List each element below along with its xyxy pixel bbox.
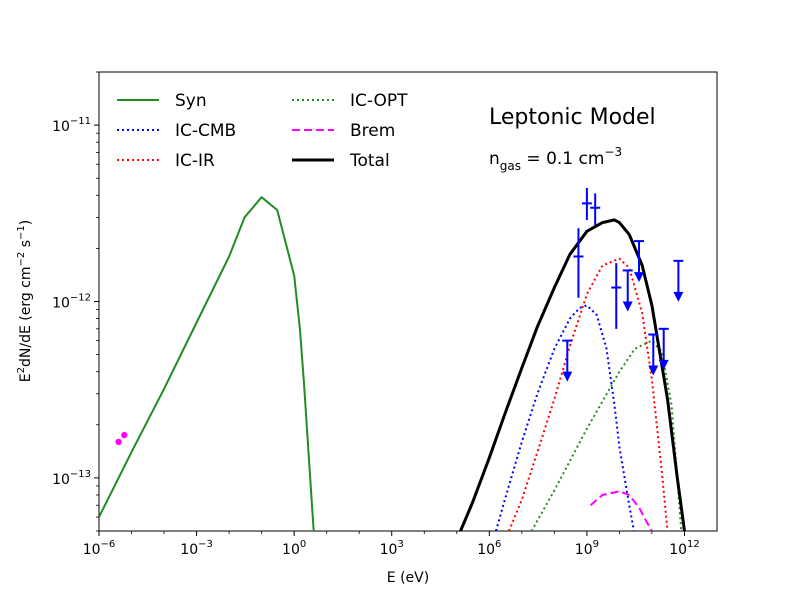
x-tick-base: 10 — [575, 542, 593, 558]
model-curves — [99, 196, 686, 531]
upper-limit-arrow — [622, 301, 633, 312]
x-tick-label: 106 — [477, 539, 501, 558]
y-tick-label: 10−12 — [52, 293, 91, 312]
y-axis-label: E2dN/dE (erg cm−2 s−1) — [16, 220, 34, 382]
x-tick-label: 1012 — [669, 539, 700, 558]
series-ic-opt-line — [530, 339, 683, 531]
upper-limit-arrow — [634, 272, 645, 283]
legend-label-total: Total — [349, 151, 390, 171]
x-tick-exponent: 3 — [397, 539, 403, 550]
y-tick-exponent: −11 — [70, 116, 91, 127]
x-tick-exponent: 0 — [300, 539, 306, 550]
x-tick-base: 10 — [669, 542, 687, 558]
legend-label-syn: Syn — [175, 91, 207, 111]
upper-limit-arrow — [648, 365, 659, 376]
y-tick-base: 10 — [52, 119, 70, 135]
legend-label-ic-cmb: IC-CMB — [175, 121, 236, 141]
x-tick-label: 109 — [575, 539, 599, 558]
radio-data-point — [115, 438, 122, 446]
upper-limit-arrow — [673, 291, 684, 302]
gas-density-annotation: ngas = 0.1 cm−3 — [489, 145, 622, 173]
x-tick-exponent: 6 — [495, 539, 501, 550]
radio-data-point — [121, 431, 128, 439]
x-axis-label: E (eV) — [387, 570, 429, 586]
y-tick-base: 10 — [52, 472, 70, 488]
y-tick-base: 10 — [52, 296, 70, 312]
series-ic-cmb-line — [495, 304, 635, 531]
series-total-line — [459, 218, 686, 531]
y-tick-exponent: −12 — [70, 293, 91, 304]
x-tick-label: 100 — [282, 539, 306, 558]
x-tick-base: 10 — [180, 542, 198, 558]
x-tick-label: 10−3 — [180, 539, 213, 558]
series-syn-line — [99, 196, 315, 531]
chart-title: Leptonic Model — [489, 105, 656, 130]
legend-label-ic-ir: IC-IR — [175, 151, 215, 171]
legend-label-ic-opt: IC-OPT — [350, 91, 408, 111]
x-tick-base: 10 — [380, 542, 398, 558]
plot-area — [98, 71, 718, 532]
x-tick-base: 10 — [477, 542, 495, 558]
series-brem-line — [589, 490, 653, 531]
x-tick-exponent: 12 — [687, 539, 700, 550]
x-tick-base: 10 — [282, 542, 300, 558]
x-tick-exponent: −6 — [101, 539, 116, 550]
y-tick-label: 10−13 — [52, 469, 91, 488]
legend-label-brem: Brem — [350, 121, 395, 141]
legend: Syn IC-CMB IC-IR IC-OPT Brem Total — [117, 91, 408, 171]
x-tick-exponent: 9 — [593, 539, 599, 550]
x-tick-exponent: −3 — [198, 539, 213, 550]
y-tick-label: 10−11 — [52, 116, 91, 135]
x-tick-base: 10 — [83, 542, 101, 558]
upper-limit-arrow — [562, 371, 573, 382]
upper-limit-arrow — [658, 359, 669, 370]
x-tick-label: 10−6 — [83, 539, 116, 558]
x-tick-label: 103 — [380, 539, 404, 558]
observations — [115, 187, 684, 446]
y-tick-exponent: −13 — [70, 469, 91, 480]
